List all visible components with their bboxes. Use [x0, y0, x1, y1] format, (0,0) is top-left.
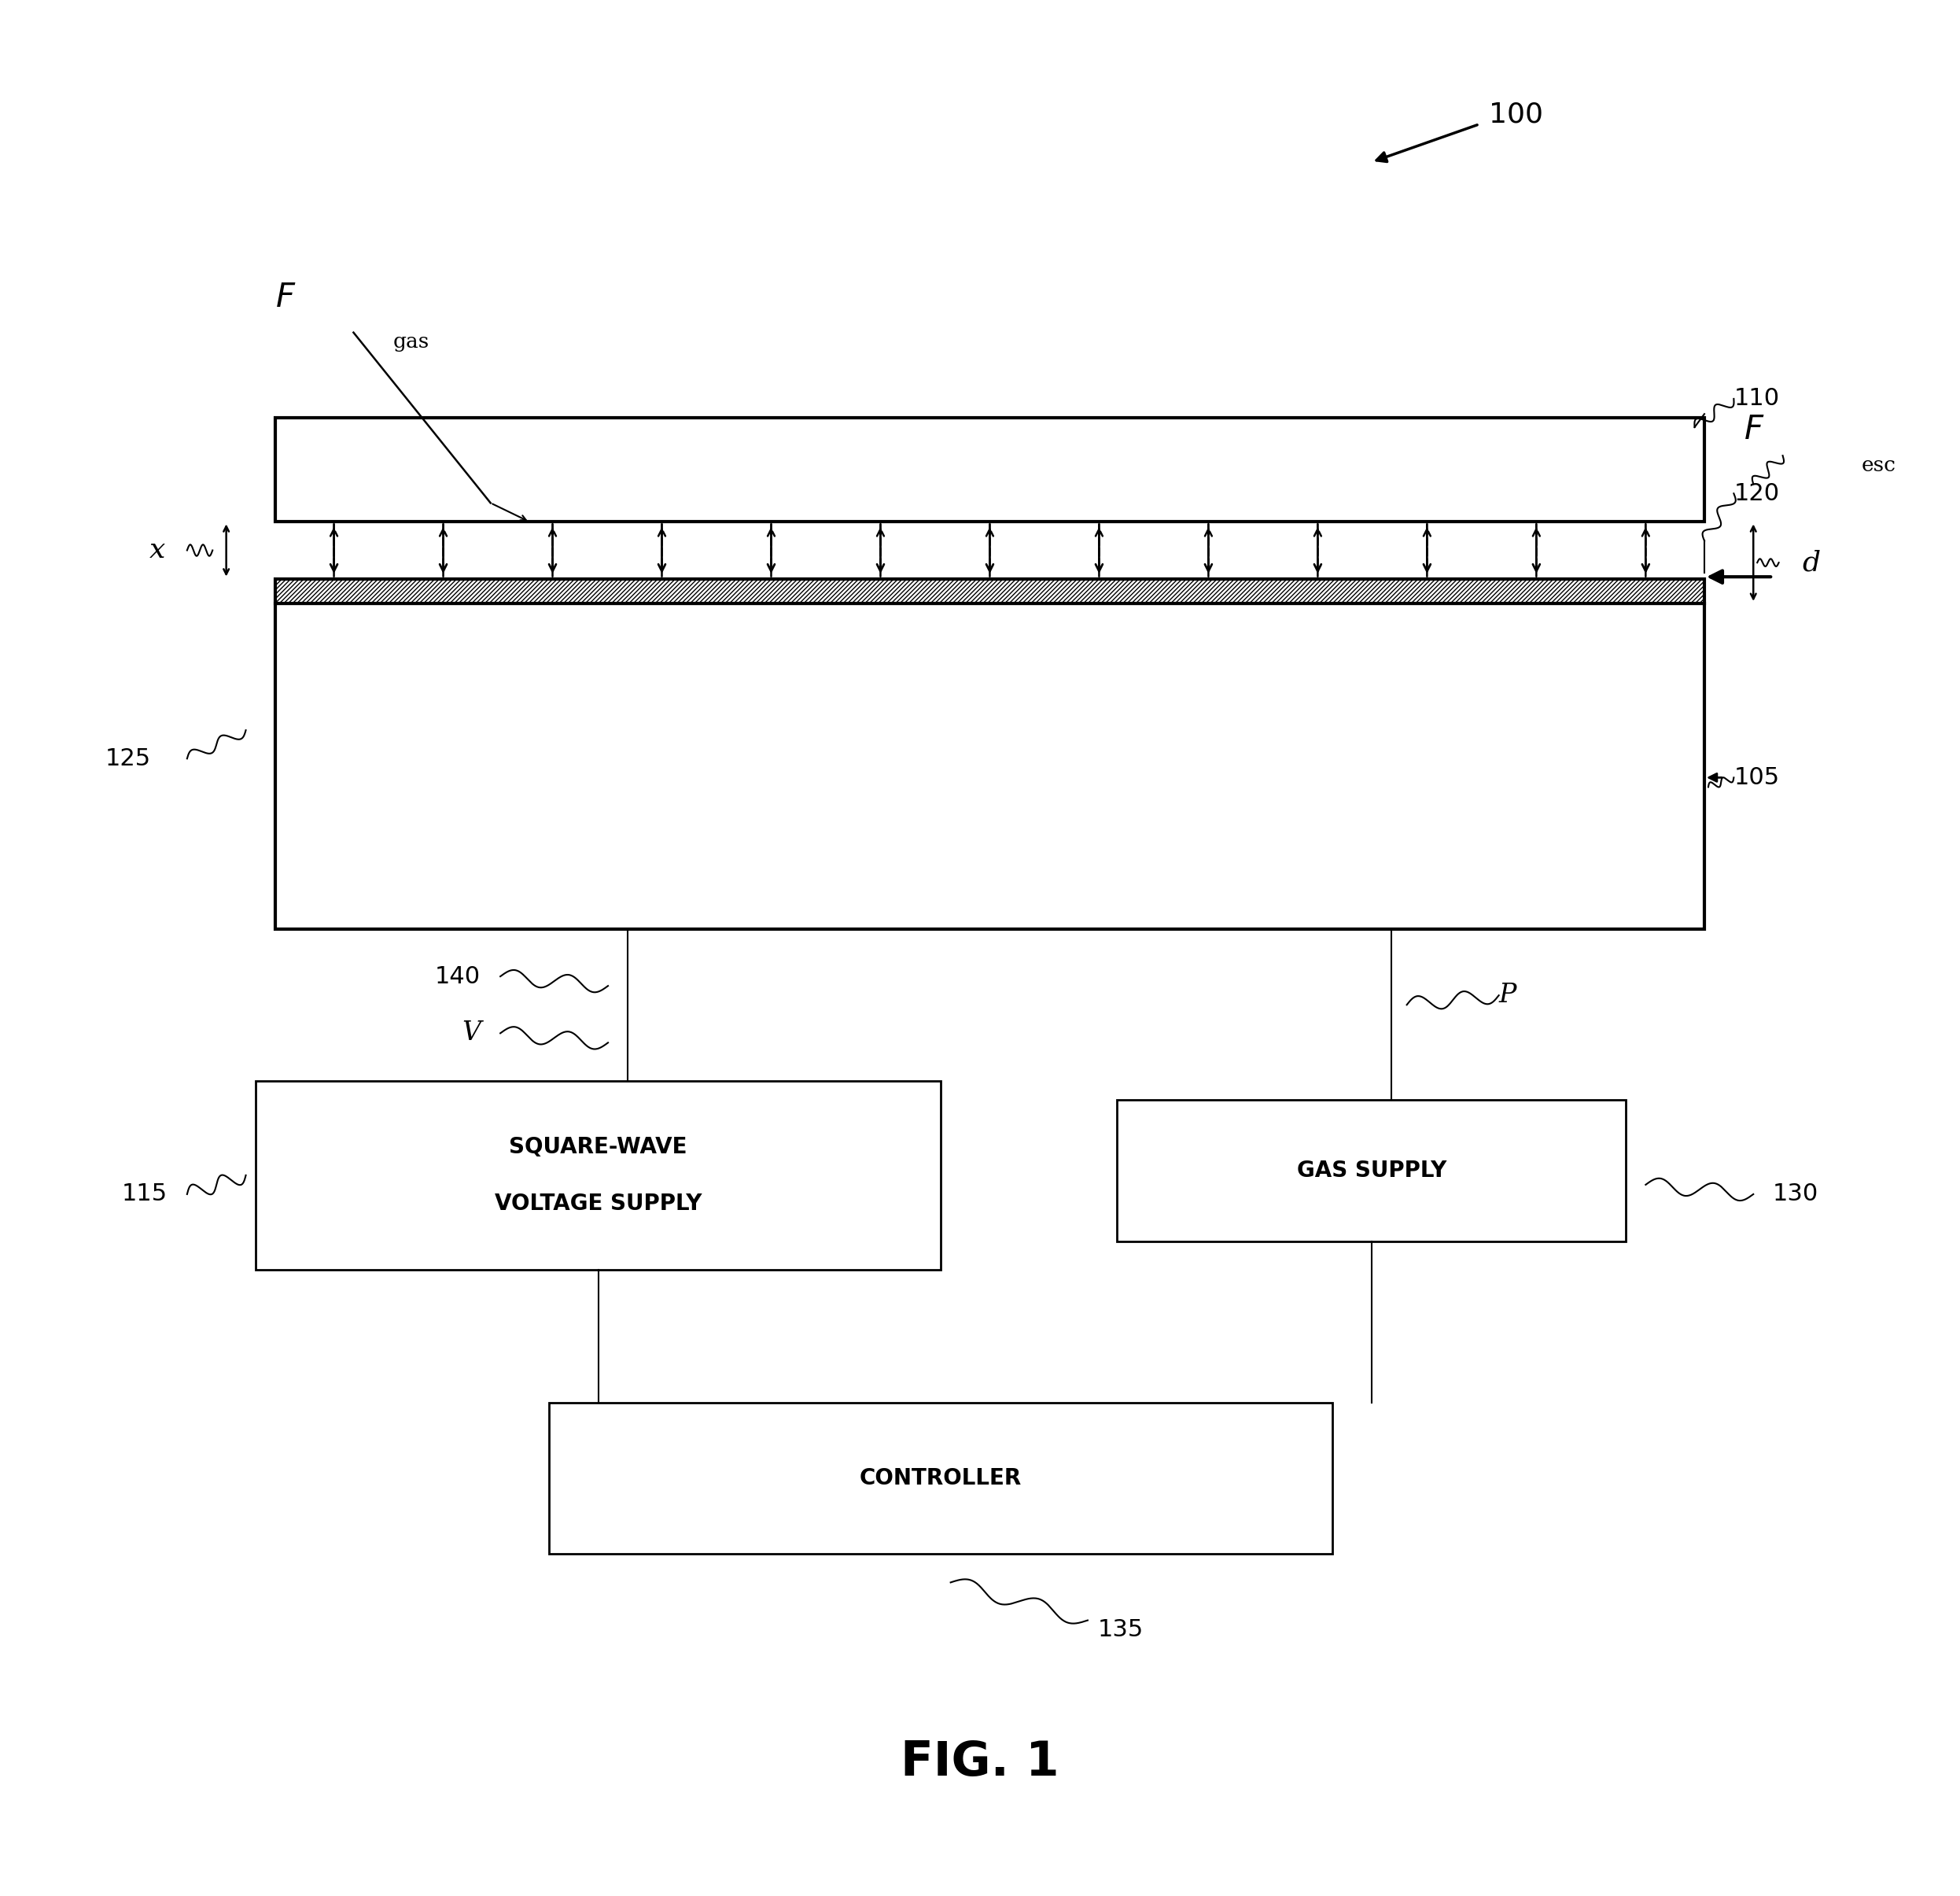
Bar — [255, 1081, 941, 1270]
Text: 115: 115 — [122, 1183, 167, 1206]
Text: $\mathit{F}$: $\mathit{F}$ — [1744, 413, 1764, 446]
Text: 130: 130 — [1774, 1183, 1819, 1206]
Text: VOLTAGE SUPPLY: VOLTAGE SUPPLY — [494, 1193, 702, 1215]
Bar — [274, 603, 1705, 929]
Bar — [274, 417, 1705, 521]
Text: CONTROLLER: CONTROLLER — [860, 1468, 1021, 1488]
Text: 105: 105 — [1735, 766, 1780, 789]
Text: $\mathit{F}$: $\mathit{F}$ — [274, 281, 296, 313]
Text: P: P — [1499, 982, 1517, 1009]
Text: 135: 135 — [1098, 1619, 1143, 1642]
Text: 100: 100 — [1490, 100, 1543, 129]
Text: SQUARE-WAVE: SQUARE-WAVE — [510, 1136, 688, 1158]
Text: 110: 110 — [1735, 387, 1780, 410]
Text: gas: gas — [392, 332, 429, 353]
Bar — [274, 578, 1705, 603]
Text: esc: esc — [1860, 455, 1895, 474]
Text: FIG. 1: FIG. 1 — [902, 1739, 1058, 1786]
Bar — [549, 1403, 1333, 1555]
Text: GAS SUPPLY: GAS SUPPLY — [1298, 1160, 1446, 1181]
Text: 140: 140 — [435, 965, 480, 988]
Text: V: V — [463, 1020, 480, 1047]
Text: x: x — [149, 537, 167, 563]
Bar — [1117, 1100, 1627, 1242]
Text: 125: 125 — [106, 747, 151, 770]
Text: 120: 120 — [1735, 482, 1780, 504]
Text: d: d — [1803, 550, 1821, 576]
